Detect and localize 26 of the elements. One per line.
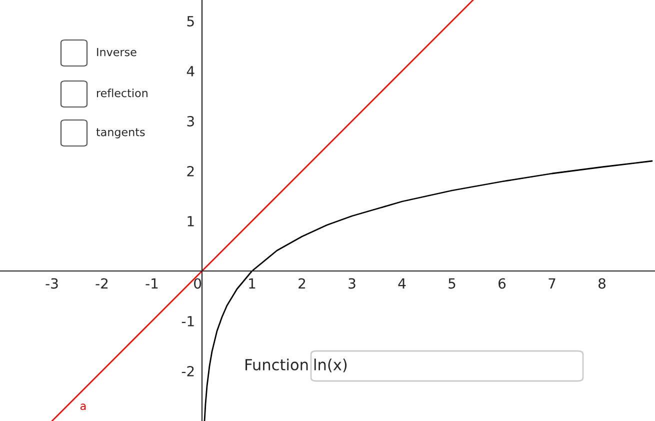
y-tick-label: 5	[187, 16, 194, 26]
x-tick-label: 7	[548, 278, 556, 288]
x-tick-label: 5	[448, 278, 456, 289]
annotation: ln(x)	[314, 358, 347, 372]
line-series	[204, 160, 653, 421]
x-tick-label: -1	[146, 278, 158, 288]
annotation: Inverse	[97, 48, 136, 56]
x-tick-label: 6	[498, 278, 506, 289]
x-tick-label: -3	[46, 278, 58, 289]
annotation: reflection	[97, 88, 148, 98]
x-tick-label: 3	[348, 278, 356, 289]
x-tick-label: 0	[194, 278, 202, 289]
y-tick-label: 3	[187, 116, 194, 126]
series-label: a	[80, 404, 86, 410]
annotation: tangents	[96, 128, 145, 138]
x-tick-label: 1	[249, 278, 256, 288]
y-tick-label: 2	[187, 166, 194, 176]
x-tick-label: 2	[298, 278, 306, 288]
y-tick-label: 4	[186, 66, 194, 76]
y-tick-label: -1	[182, 316, 194, 326]
x-tick-label: -2	[96, 278, 108, 288]
y-tick-label: -2	[182, 366, 194, 376]
x-tick-label: 4	[398, 278, 406, 288]
x-tick-label: 8	[598, 278, 606, 289]
y-tick-label: 1	[188, 216, 194, 226]
annotation: Function	[246, 358, 308, 370]
